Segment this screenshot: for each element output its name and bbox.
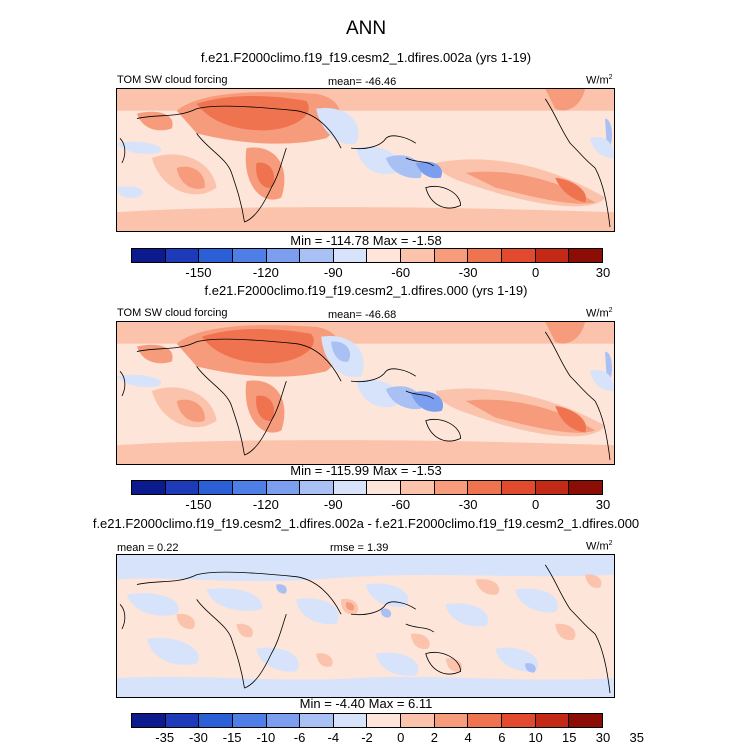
colorbar-tick-label: -4	[327, 730, 340, 745]
colorbar-swatch	[232, 481, 267, 494]
panel-1-variable-label: TOM SW cloud forcing	[117, 74, 228, 86]
colorbar-swatch	[502, 249, 536, 262]
colorbar-tick-label: 0	[397, 730, 405, 745]
colorbar-swatch	[535, 714, 570, 727]
colorbar-swatch	[333, 714, 368, 727]
colorbar-tick-label: 35	[629, 730, 644, 745]
colorbar-tick-label: -90	[323, 265, 343, 280]
colorbar-swatch	[535, 481, 570, 494]
colorbar-swatch	[165, 714, 200, 727]
panel-2-map	[116, 321, 615, 465]
panel-2-units: W/m2	[586, 307, 613, 320]
colorbar-tick-label: -30	[458, 497, 478, 512]
colorbar-swatch	[132, 249, 166, 262]
colorbar-swatch	[502, 714, 536, 727]
panel-1-units: W/m2	[586, 74, 613, 87]
panel-3-map	[116, 554, 615, 698]
colorbar-swatch	[367, 481, 402, 494]
colorbar-swatch	[199, 249, 233, 262]
colorbar-swatch	[434, 714, 469, 727]
colorbar-tick-label: -2	[361, 730, 373, 745]
panel-2-mean-label: mean= -46.68	[328, 309, 397, 321]
colorbar-swatch	[300, 481, 334, 494]
colorbar-swatch	[232, 249, 267, 262]
colorbar-swatch	[401, 249, 435, 262]
panel-3-mean-label: mean = 0.22	[117, 542, 179, 554]
panel-2-title: f.e21.F2000climo.f19_f19.cesm2_1.dfires.…	[204, 283, 528, 298]
colorbar-swatch	[300, 714, 334, 727]
colorbar-swatch	[300, 249, 334, 262]
panel-3-colorbar	[131, 713, 603, 728]
colorbar-swatch	[165, 249, 200, 262]
colorbar-tick-label: 30	[595, 730, 611, 745]
panel-2-contour-field	[117, 322, 614, 464]
colorbar-tick-label: -120	[252, 265, 279, 280]
colorbar-tick-label: -60	[391, 497, 411, 512]
colorbar-tick-label: 30	[595, 497, 611, 512]
colorbar-swatch	[434, 249, 469, 262]
colorbar-tick-label: 0	[531, 497, 540, 512]
panel-3-minmax: Min = -4.40 Max = 6.11	[299, 696, 433, 711]
colorbar-tick-label: -30	[189, 730, 208, 745]
panel-1-title: f.e21.F2000climo.f19_f19.cesm2_1.dfires.…	[200, 50, 532, 65]
colorbar-swatch	[502, 481, 536, 494]
colorbar-tick-label: 10	[528, 730, 543, 745]
colorbar-tick-label: -6	[293, 730, 306, 745]
colorbar-swatch	[401, 714, 435, 727]
panel-3-units: W/m2	[586, 540, 613, 553]
colorbar-swatch	[266, 481, 301, 494]
colorbar-tick-label: 30	[595, 265, 611, 280]
colorbar-swatch	[367, 249, 402, 262]
colorbar-tick-label: 6	[498, 730, 506, 745]
colorbar-tick-label: -150	[185, 497, 212, 512]
colorbar-swatch	[266, 249, 301, 262]
colorbar-swatch	[468, 714, 503, 727]
colorbar-swatch	[367, 714, 402, 727]
colorbar-swatch	[132, 714, 166, 727]
panel-1-minmax: Min = -114.78 Max = -1.58	[290, 233, 442, 248]
panel-3-rmse-label: rmse = 1.39	[330, 542, 389, 554]
colorbar-swatch	[468, 481, 503, 494]
colorbar-tick-label: 2	[430, 730, 439, 745]
colorbar-tick-label: 15	[562, 730, 577, 745]
panel-1-mean-label: mean= -46.46	[328, 76, 397, 88]
colorbar-swatch	[401, 481, 435, 494]
panel-1-colorbar	[131, 248, 603, 263]
colorbar-swatch	[333, 249, 368, 262]
colorbar-tick-label: -120	[252, 497, 279, 512]
colorbar-tick-label: -15	[222, 730, 242, 745]
colorbar-tick-label: -10	[256, 730, 276, 745]
panel-1-map	[116, 88, 615, 232]
panel-2-minmax: Min = -115.99 Max = -1.53	[290, 463, 442, 478]
colorbar-swatch	[569, 481, 602, 494]
colorbar-swatch	[165, 481, 200, 494]
colorbar-tick-label: 0	[531, 265, 540, 280]
colorbar-swatch	[569, 249, 602, 262]
panel-2-variable-label: TOM SW cloud forcing	[117, 307, 228, 319]
panel-3-title: f.e21.F2000climo.f19_f19.cesm2_1.dfires.…	[92, 516, 640, 531]
colorbar-swatch	[468, 249, 503, 262]
colorbar-swatch	[199, 714, 233, 727]
colorbar-swatch	[434, 481, 469, 494]
colorbar-swatch	[266, 714, 301, 727]
colorbar-tick-label: -60	[391, 265, 411, 280]
colorbar-tick-label: -35	[155, 730, 175, 745]
panel-3-contour-field	[117, 555, 614, 697]
colorbar-tick-label: -150	[185, 265, 212, 280]
colorbar-swatch	[535, 249, 570, 262]
colorbar-tick-label: 4	[464, 730, 472, 745]
colorbar-swatch	[333, 481, 368, 494]
panel-2-colorbar	[131, 480, 603, 495]
colorbar-swatch	[132, 481, 166, 494]
colorbar-tick-label: -30	[458, 265, 478, 280]
colorbar-swatch	[232, 714, 267, 727]
colorbar-tick-label: -90	[323, 497, 343, 512]
figure-title: ANN	[345, 18, 387, 39]
colorbar-swatch	[199, 481, 233, 494]
panel-1-contour-field	[117, 89, 614, 231]
colorbar-swatch	[569, 714, 602, 727]
